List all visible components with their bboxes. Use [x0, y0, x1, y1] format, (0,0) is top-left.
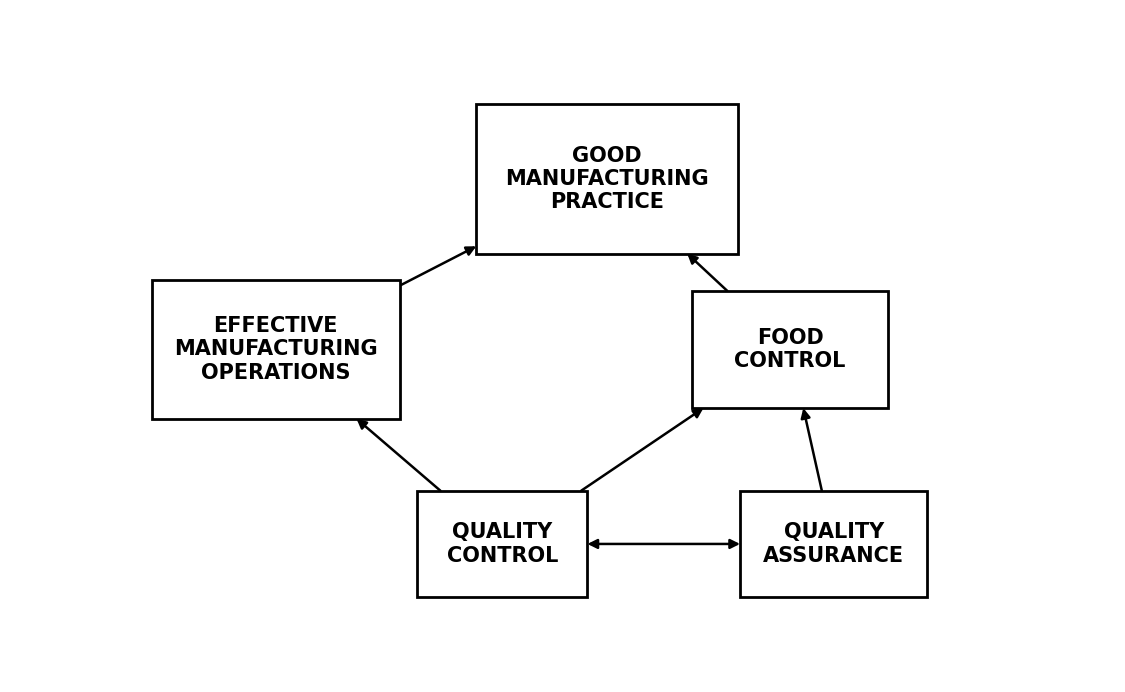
FancyBboxPatch shape — [476, 104, 738, 253]
Text: QUALITY
ASSURANCE: QUALITY ASSURANCE — [763, 522, 904, 565]
Text: EFFECTIVE
MANUFACTURING
OPERATIONS: EFFECTIVE MANUFACTURING OPERATIONS — [174, 316, 378, 383]
FancyBboxPatch shape — [152, 280, 400, 419]
FancyBboxPatch shape — [692, 291, 889, 408]
Text: GOOD
MANUFACTURING
PRACTICE: GOOD MANUFACTURING PRACTICE — [505, 146, 709, 212]
FancyBboxPatch shape — [417, 491, 587, 597]
Text: FOOD
CONTROL: FOOD CONTROL — [735, 328, 846, 371]
Text: QUALITY
CONTROL: QUALITY CONTROL — [447, 522, 558, 565]
FancyBboxPatch shape — [740, 491, 927, 597]
